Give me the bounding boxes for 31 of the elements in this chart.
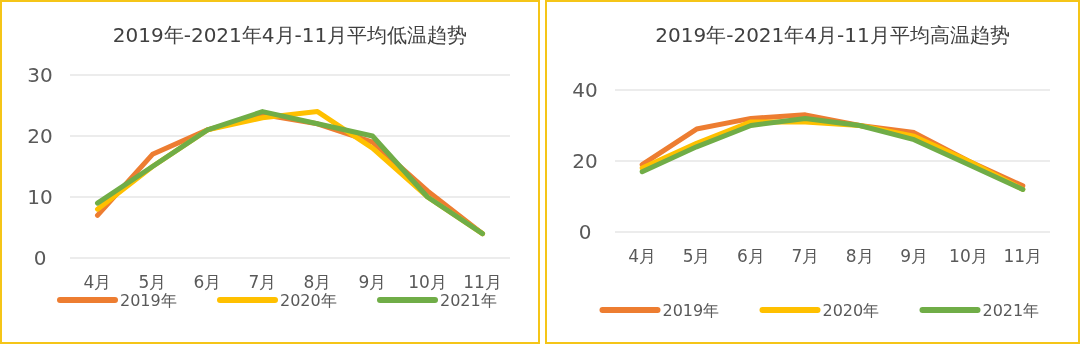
chart-title: 2019年-2021年4月-11月平均高温趋势 bbox=[655, 23, 1010, 47]
x-tick-label: 9月 bbox=[900, 246, 928, 266]
legend-label: 2019年 bbox=[120, 291, 177, 310]
x-tick-label: 6月 bbox=[193, 272, 222, 292]
chart-title: 2019年-2021年4月-11月平均低温趋势 bbox=[112, 23, 468, 47]
x-tick-label: 9月 bbox=[358, 272, 387, 292]
x-tick-label: 10月 bbox=[408, 272, 447, 292]
legend-label: 2020年 bbox=[280, 291, 337, 310]
legend-label: 2019年 bbox=[662, 301, 720, 320]
x-tick-label: 6月 bbox=[737, 246, 765, 266]
x-tick-label: 7月 bbox=[248, 272, 277, 292]
y-tick-label: 0 bbox=[578, 220, 592, 244]
y-tick-label: 20 bbox=[572, 149, 598, 173]
x-tick-label: 4月 bbox=[83, 272, 112, 292]
x-tick-label: 8月 bbox=[845, 246, 874, 266]
x-tick-label: 5月 bbox=[682, 246, 711, 266]
x-tick-label: 4月 bbox=[628, 246, 657, 266]
x-tick-label: 11月 bbox=[463, 272, 502, 292]
y-tick-label: 40 bbox=[572, 78, 598, 102]
x-tick-label: 5月 bbox=[138, 272, 167, 292]
legend-label: 2021年 bbox=[982, 301, 1040, 320]
x-tick-label: 8月 bbox=[303, 272, 332, 292]
legend-label: 2021年 bbox=[440, 291, 497, 310]
y-tick-label: 10 bbox=[27, 185, 53, 209]
x-tick-label: 10月 bbox=[949, 246, 988, 266]
y-tick-label: 30 bbox=[27, 63, 53, 87]
x-tick-label: 7月 bbox=[791, 246, 820, 266]
y-tick-label: 0 bbox=[33, 246, 47, 270]
x-tick-label: 11月 bbox=[1003, 246, 1043, 266]
y-tick-label: 20 bbox=[27, 124, 53, 148]
legend-label: 2020年 bbox=[822, 301, 880, 320]
